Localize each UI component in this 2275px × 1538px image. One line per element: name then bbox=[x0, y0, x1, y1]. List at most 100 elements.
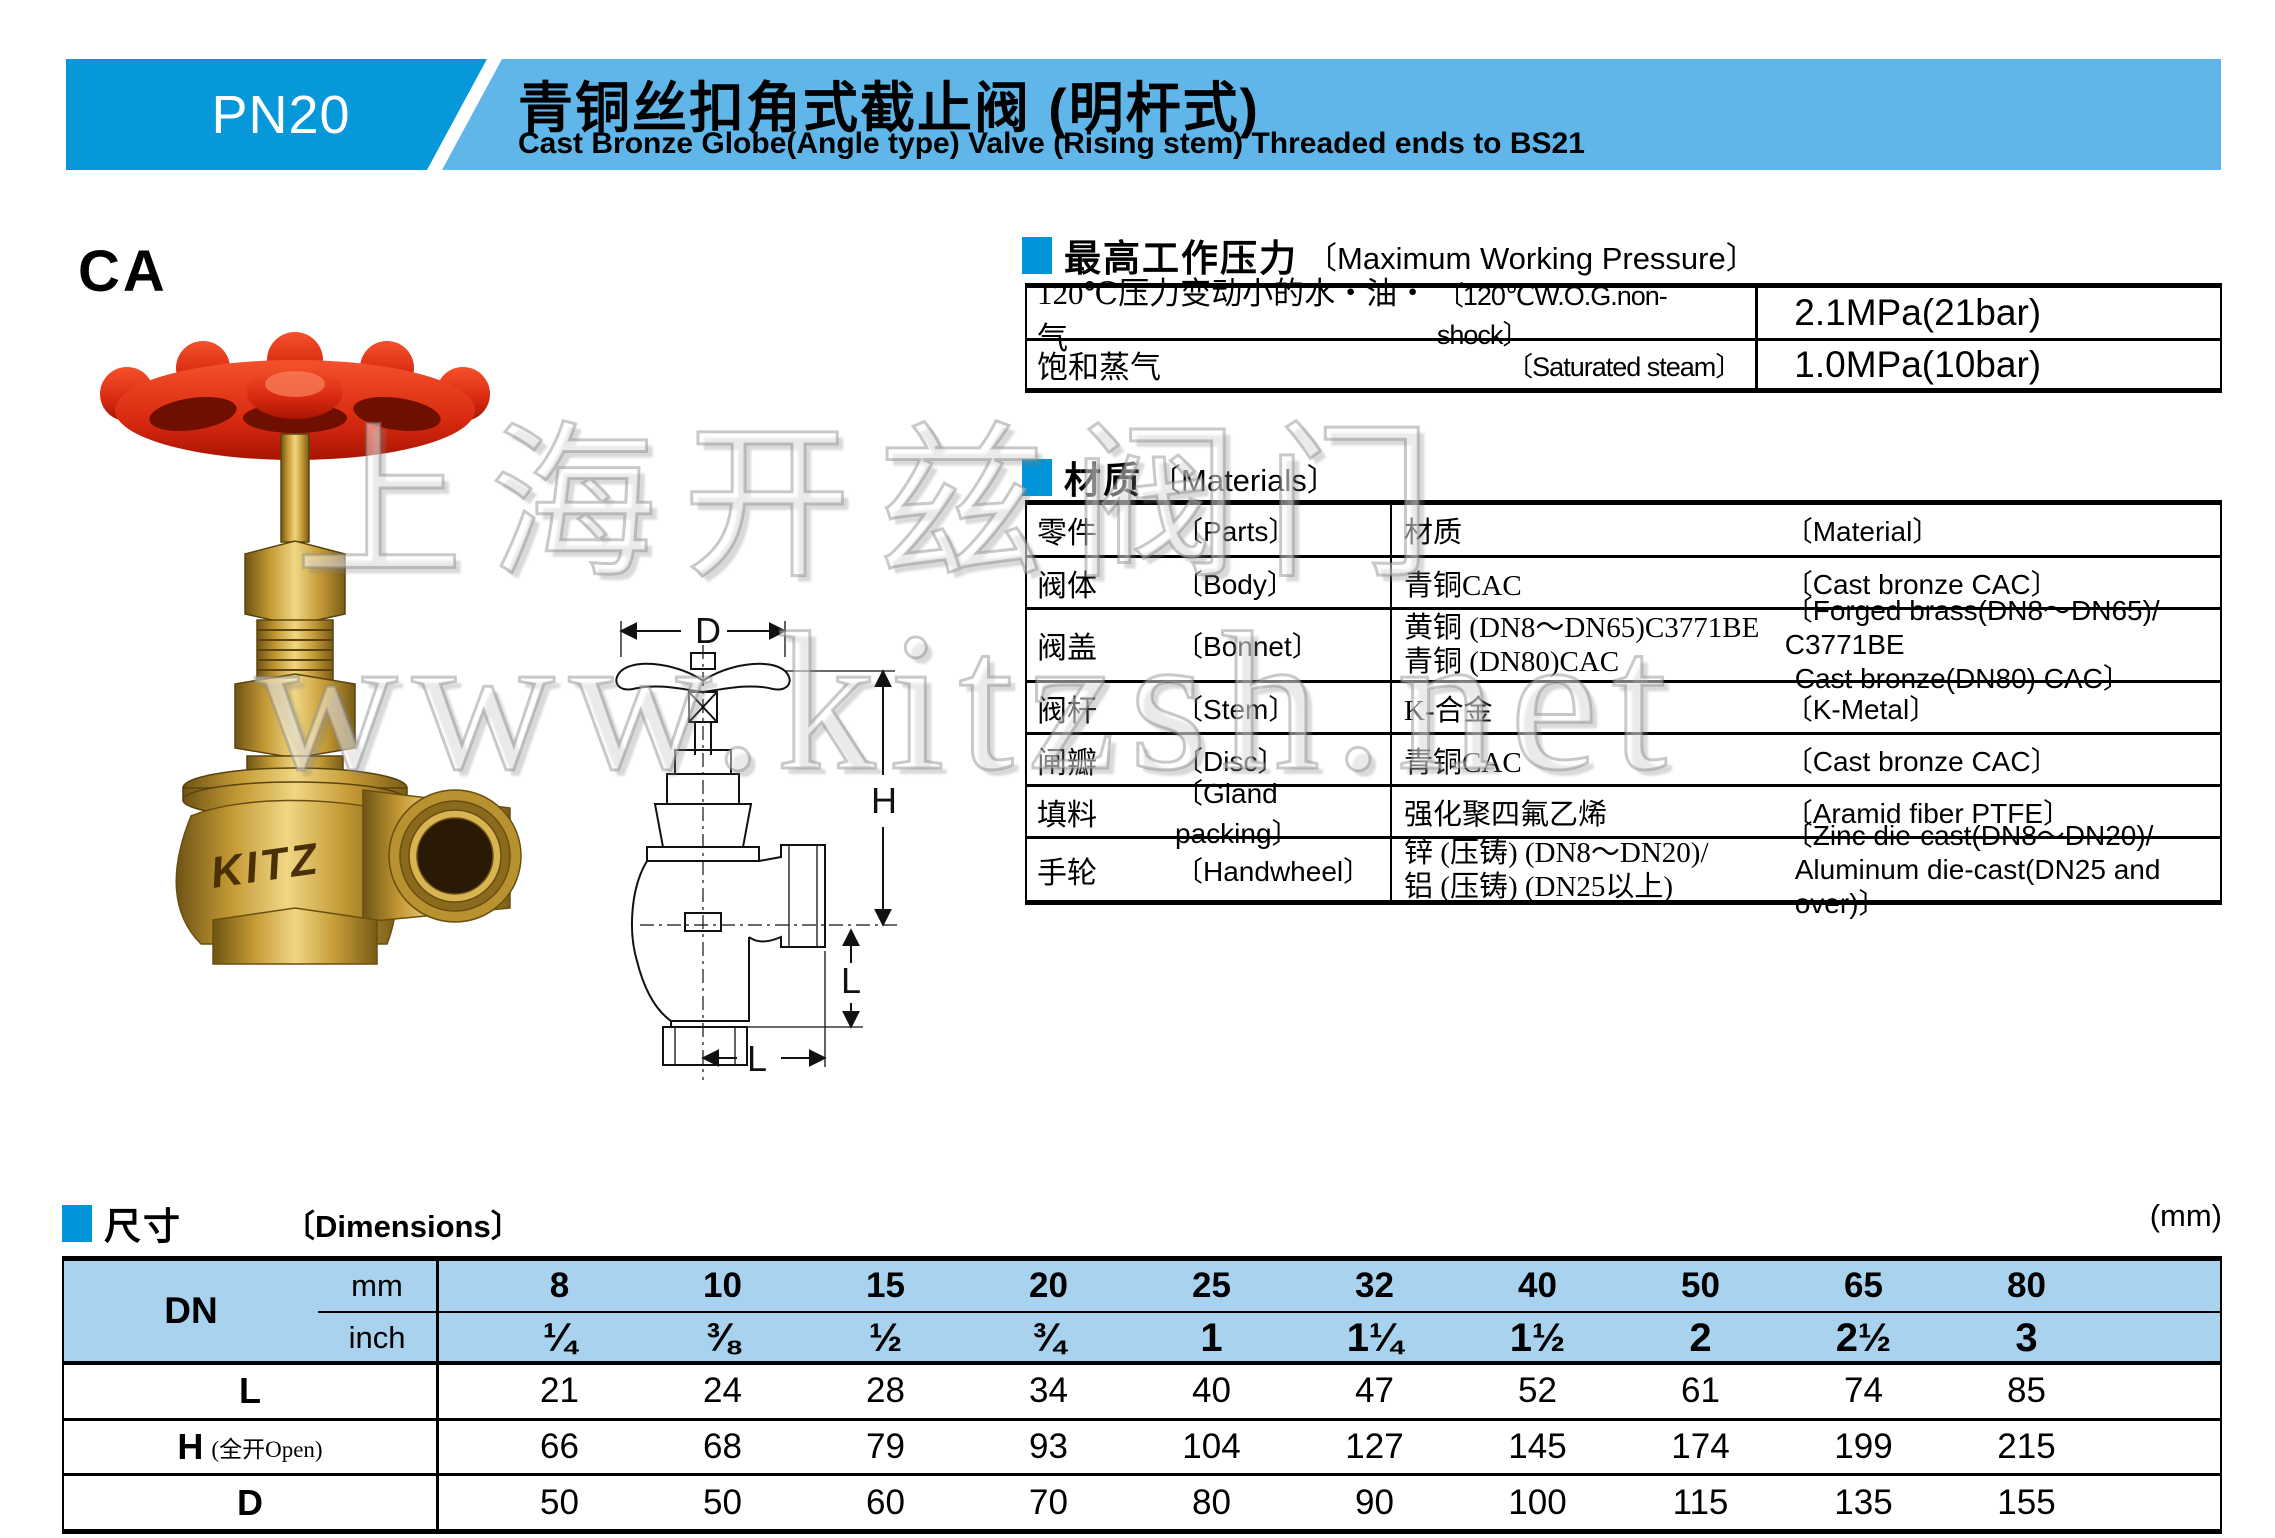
material-en: 〔Cast bronze CAC〕 bbox=[1784, 745, 2059, 777]
valve-drawing: D H L L bbox=[615, 610, 897, 1080]
dn-mm-cell: 25 bbox=[1192, 1266, 1231, 1305]
table-divider bbox=[436, 1261, 439, 1529]
material-en: 〔Cast bronze CAC〕 bbox=[1784, 568, 2059, 600]
dimension-value: 115 bbox=[1672, 1482, 1729, 1522]
dn-inch-cell: ¼ bbox=[542, 1315, 577, 1360]
valve-photo: KITZ bbox=[100, 332, 522, 965]
dimension-value: 34 bbox=[1029, 1371, 1068, 1411]
dimension-value: 60 bbox=[866, 1482, 905, 1522]
dimension-value: 100 bbox=[1508, 1482, 1567, 1522]
open-note: (全开Open) bbox=[211, 1437, 323, 1462]
pressure-condition-zh: 120℃压力变动小的水・油・气 bbox=[1037, 276, 1429, 356]
dn-mm-header-row: 8 10 15 20 25 32 40 50 65 80 bbox=[436, 1261, 2220, 1311]
part-name-zh: 填料 bbox=[1037, 798, 1097, 832]
part-name-zh: 阀杆 bbox=[1037, 694, 1097, 728]
dimension-value: 21 bbox=[540, 1371, 579, 1411]
pn-banner-shape bbox=[66, 59, 487, 170]
product-title-zh: 青铜丝扣角式截止阀 (明杆式) bbox=[518, 77, 1260, 139]
dimension-row-L: L 21 24 28 34 40 47 52 61 74 85 bbox=[64, 1365, 2220, 1418]
drawing-dim-l-bottom: L bbox=[747, 1038, 767, 1079]
dn-inch-cell: 1 bbox=[1200, 1315, 1223, 1360]
materials-heading-zh: 材质 bbox=[1064, 460, 1142, 501]
dimension-value: 61 bbox=[1681, 1371, 1720, 1411]
dn-mm-cell: 65 bbox=[1844, 1266, 1883, 1305]
material-zh: 青铜CAC bbox=[1404, 746, 1522, 779]
dn-mm-cell: 80 bbox=[2007, 1266, 2046, 1305]
section-marker-icon bbox=[1022, 236, 1052, 274]
title-banner: PN20 青铜丝扣角式截止阀 (明杆式) Cast Bronze Globe(A… bbox=[66, 59, 2221, 170]
material-header-en: 〔Material〕 bbox=[1784, 516, 1941, 547]
material-en: 〔Forged brass(DN8～DN65)/ C3771BE Cast br… bbox=[1784, 595, 2160, 694]
dimension-value: 127 bbox=[1345, 1427, 1404, 1466]
pressure-condition-en: 〔120℃W.O.G.non-shock〕 bbox=[1436, 281, 1668, 350]
section-marker-icon bbox=[62, 1204, 92, 1242]
dimension-row-label: L bbox=[239, 1370, 261, 1412]
part-name-en: 〔Disc〕 bbox=[1175, 745, 1286, 777]
material-zh: 锌 (压铸) (DN8～DN20)/ 铝 (压铸) (DN25以上) bbox=[1404, 836, 1709, 903]
materials-section-heading: 材质 〔Materials〕 bbox=[1022, 450, 1338, 504]
dimension-value: 28 bbox=[866, 1371, 905, 1411]
drawing-dim-h: H bbox=[871, 780, 897, 821]
valve-body bbox=[175, 789, 522, 965]
dn-inch-cell: ¾ bbox=[1031, 1315, 1066, 1360]
mm-label-cell: mm bbox=[351, 1268, 403, 1303]
dimension-value: 70 bbox=[1029, 1482, 1068, 1522]
dn-inch-cell: 2½ bbox=[1835, 1315, 1892, 1360]
dn-inch-cell: 2 bbox=[1689, 1315, 1712, 1360]
dimension-value: 199 bbox=[1834, 1427, 1893, 1466]
part-name-zh: 闸瓣 bbox=[1037, 746, 1097, 780]
materials-row-bonnet: 阀盖 〔Bonnet〕 黄铜 (DN8～DN65)C3771BE 青铜 (DN8… bbox=[1027, 595, 2220, 694]
pressure-table: 120℃压力变动小的水・油・气 〔120℃W.O.G.non-shock〕 2.… bbox=[1025, 276, 2222, 393]
materials-row-stem: 阀杆 〔Stem〕 K-合金 〔K-Metal〕 bbox=[1027, 680, 2220, 732]
dimensions-table-header: DN mm inch 8 10 15 20 25 32 40 50 65 80 … bbox=[64, 1261, 2220, 1365]
dimensions-table: DN mm inch 8 10 15 20 25 32 40 50 65 80 … bbox=[62, 1256, 2222, 1534]
dimension-value: 24 bbox=[703, 1371, 742, 1411]
dimensions-section-heading: 尺寸 〔Dimensions〕 bbox=[62, 1196, 2222, 1250]
dn-mm-cell: 20 bbox=[1029, 1266, 1068, 1305]
dn-inch-cell: ½ bbox=[868, 1315, 903, 1360]
material-zh: 黄铜 (DN8～DN65)C3771BE 青铜 (DN80)CAC bbox=[1404, 612, 1760, 678]
materials-heading-en: 〔Materials〕 bbox=[1150, 462, 1338, 498]
material-header-zh: 材质 bbox=[1404, 517, 1463, 549]
materials-table: 零件 〔Parts〕 材质 〔Material〕 阀体 〔Body〕 青铜CAC… bbox=[1025, 500, 2222, 919]
dimension-row-D: D 50 50 60 70 80 90 100 115 135 155 bbox=[64, 1473, 2220, 1529]
dimension-row-label: H (全开Open) bbox=[177, 1426, 323, 1467]
material-header-cell: 材质 〔Material〕 bbox=[1392, 505, 2220, 555]
dimension-value: 145 bbox=[1508, 1427, 1567, 1466]
valve-stem-bonnet bbox=[182, 433, 408, 819]
pressure-heading-en: 〔Maximum Working Pressure〕 bbox=[1306, 240, 1757, 276]
dimension-value: 104 bbox=[1182, 1427, 1241, 1466]
dn-inch-header-row: ¼ ⅜ ½ ¾ 1 1¼ 1½ 2 2½ 3 bbox=[436, 1313, 2220, 1363]
dimension-value: 50 bbox=[703, 1482, 742, 1522]
dn-mm-cell: 15 bbox=[866, 1266, 905, 1305]
dimension-value: 155 bbox=[1997, 1482, 2056, 1522]
dimension-value: 47 bbox=[1355, 1371, 1394, 1411]
pressure-condition-zh: 饱和蒸气 bbox=[1037, 350, 1161, 385]
dn-mm-cell: 10 bbox=[703, 1266, 742, 1305]
material-zh: 强化聚四氟乙烯 bbox=[1404, 798, 1608, 831]
parts-header-cell: 零件 〔Parts〕 bbox=[1027, 505, 1393, 555]
material-zh: 青铜CAC bbox=[1404, 569, 1522, 602]
part-name-zh: 阀盖 bbox=[1037, 632, 1097, 665]
dimension-value: 80 bbox=[1192, 1482, 1231, 1522]
pressure-row: 120℃压力变动小的水・油・气 〔120℃W.O.G.non-shock〕 2.… bbox=[1027, 276, 2220, 356]
part-name-zh: 阀体 bbox=[1037, 569, 1097, 603]
dimension-row-label: D bbox=[237, 1481, 263, 1523]
pressure-value: 2.1MPa(21bar) bbox=[1794, 292, 2042, 333]
dimensions-heading-en: 〔Dimensions〕 bbox=[284, 1208, 522, 1244]
handwheel bbox=[100, 332, 490, 460]
dn-inch-cell: ⅜ bbox=[705, 1315, 740, 1360]
dimensions-unit: (mm) bbox=[2149, 1198, 2222, 1233]
part-name-en: 〔Gland packing〕 bbox=[1175, 777, 1300, 849]
dn-mm-cell: 8 bbox=[549, 1266, 570, 1305]
materials-row-body: 阀体 〔Body〕 青铜CAC 〔Cast bronze CAC〕 bbox=[1027, 555, 2220, 607]
drawing-dim-d: D bbox=[695, 610, 721, 651]
materials-row-gland-packing: 填料 〔Gland packing〕 强化聚四氟乙烯 〔Aramid fiber… bbox=[1027, 778, 2220, 849]
parts-header-en: 〔Parts〕 bbox=[1175, 516, 1297, 547]
part-name-en: 〔Body〕 bbox=[1175, 568, 1295, 600]
pressure-condition: 饱和蒸气 〔Saturated steam〕 bbox=[1027, 341, 1759, 388]
table-divider bbox=[318, 1311, 2220, 1313]
dimension-value: 85 bbox=[2007, 1371, 2046, 1411]
part-name-en: 〔Stem〕 bbox=[1175, 693, 1297, 725]
